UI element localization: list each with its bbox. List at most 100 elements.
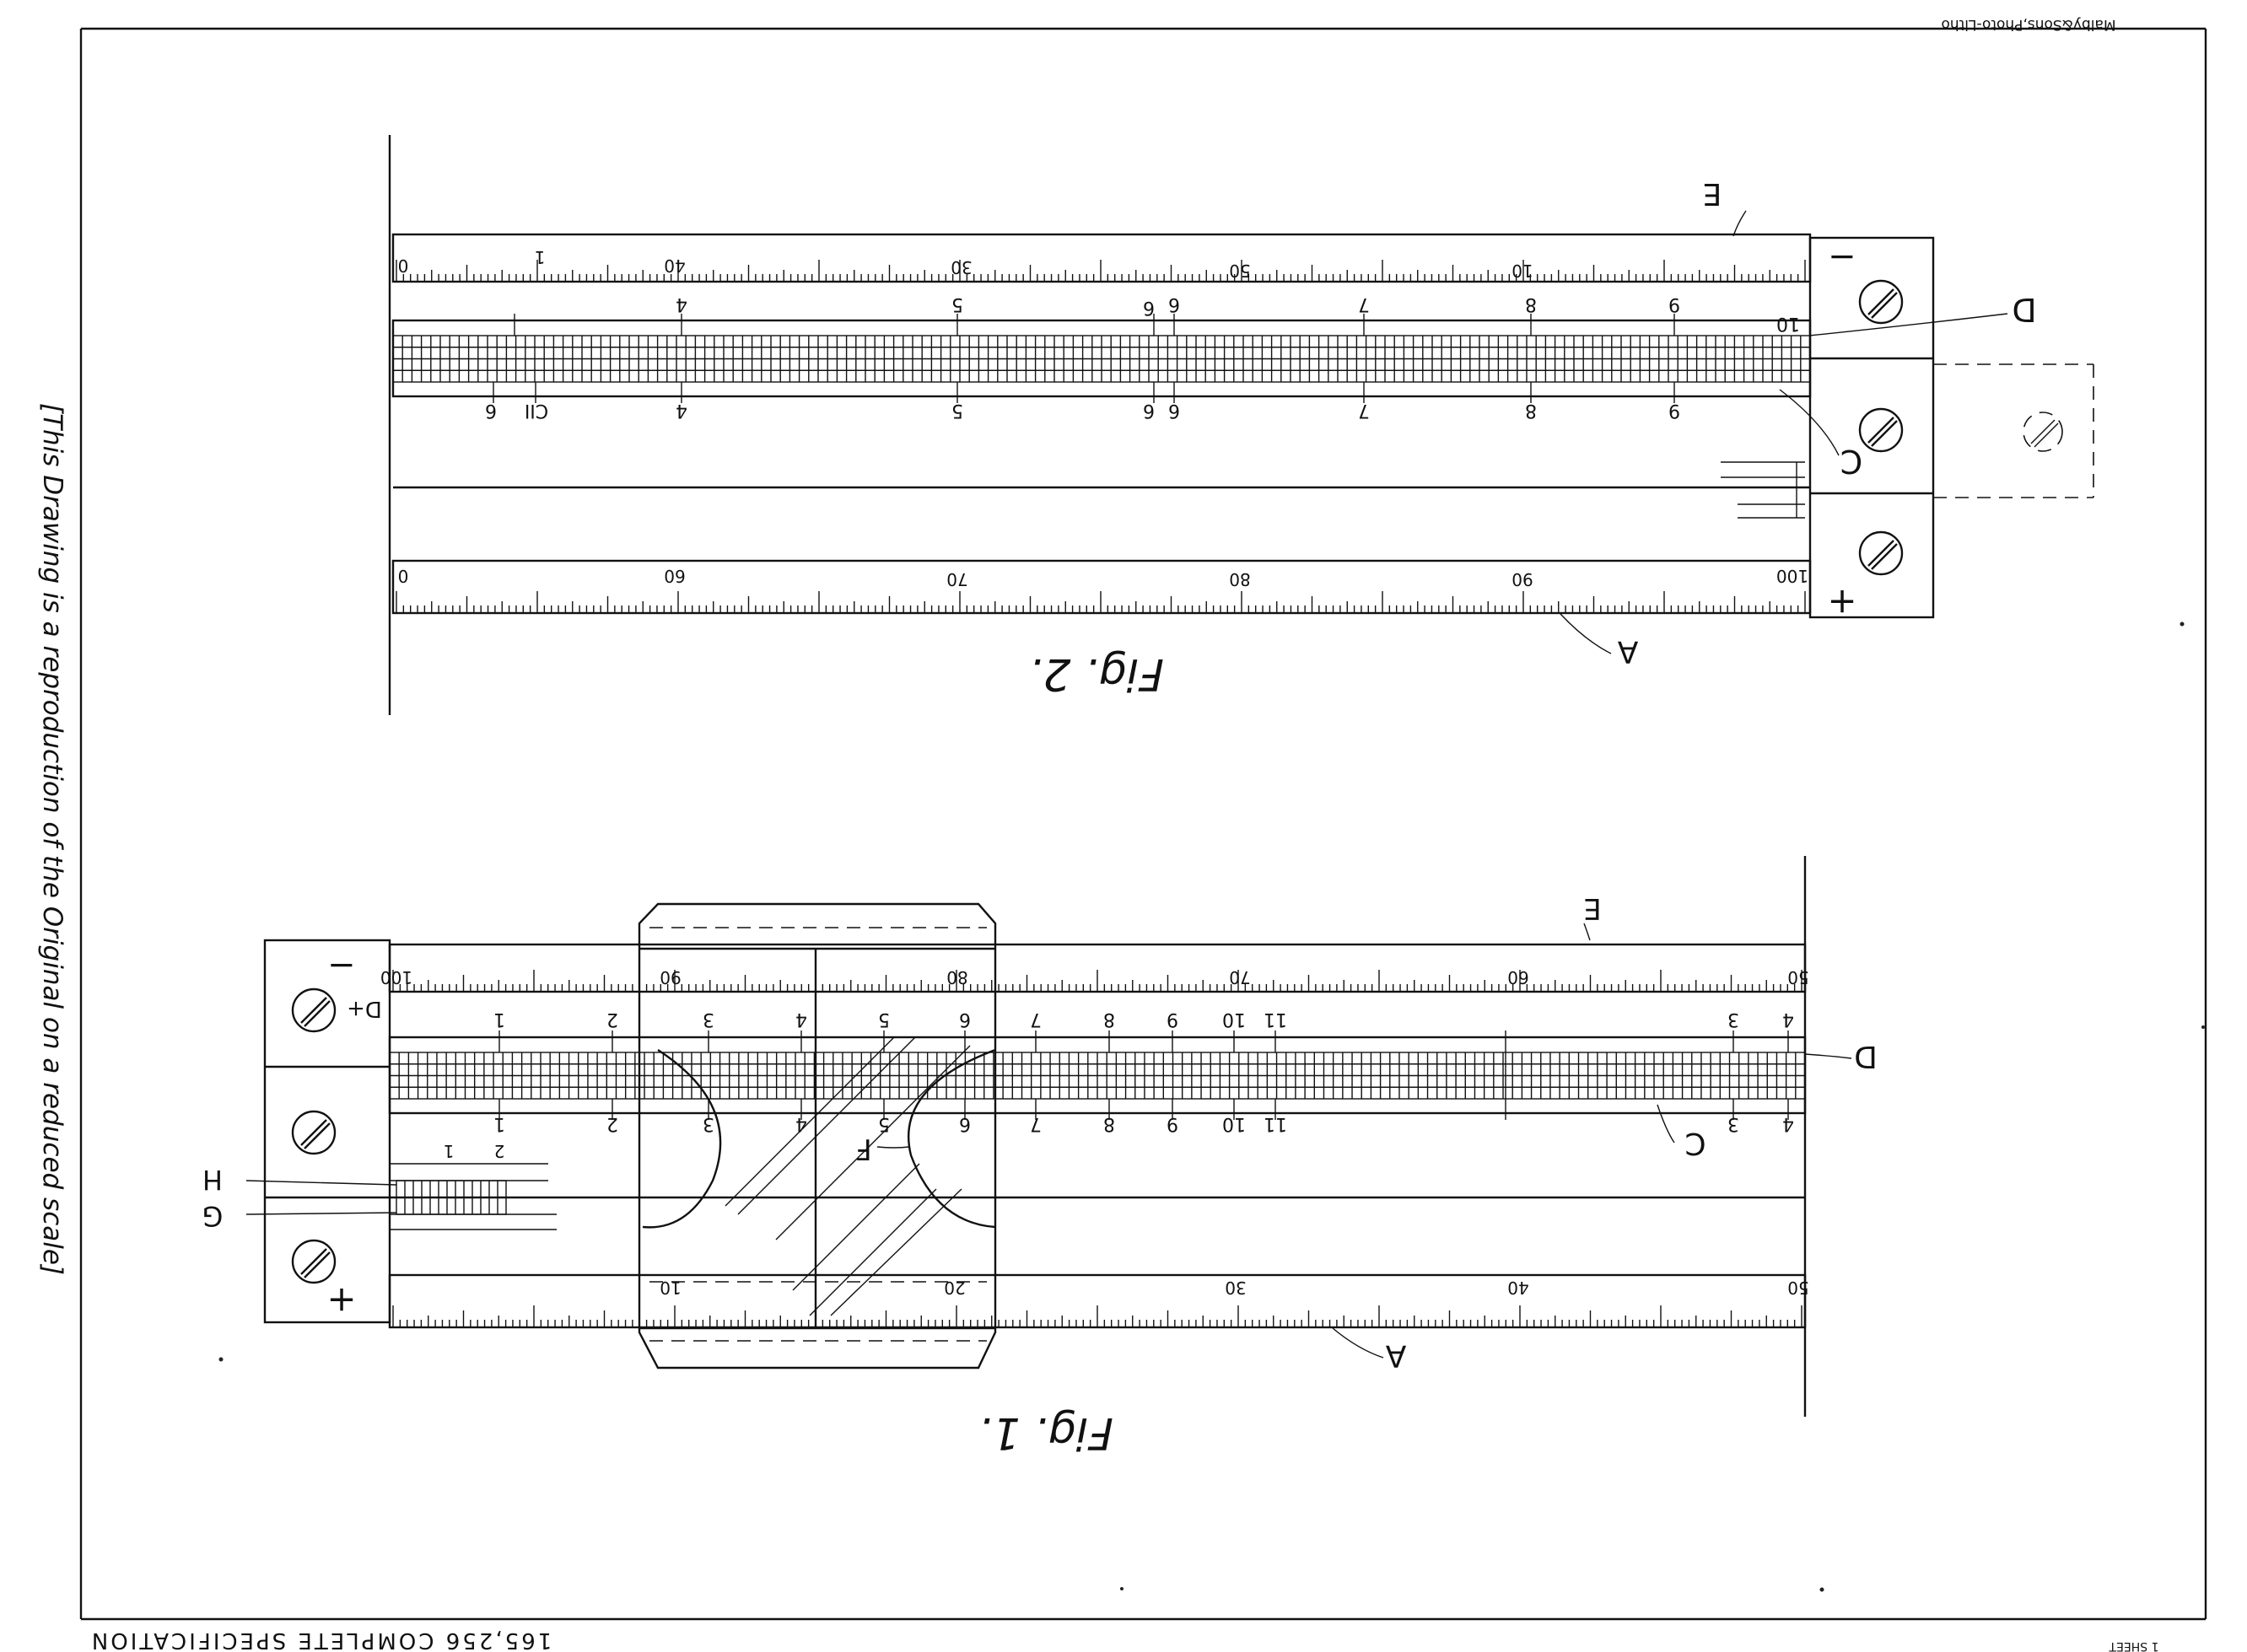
fig1-leader-C bbox=[1657, 1104, 1675, 1143]
fig1-leader-A bbox=[1332, 1327, 1384, 1359]
fig1-end-block bbox=[263, 939, 391, 1324]
figure-2: − + E D C A Fig. 2. 0 1 40 30 50 10 0 60… bbox=[388, 135, 2094, 715]
fig1-lower-mark-label: 3 bbox=[1727, 1113, 1739, 1134]
fig2-screw-middle-icon bbox=[1858, 407, 1904, 453]
fig1-minus-label: − bbox=[327, 946, 356, 985]
fig1-label-D: D bbox=[1854, 1039, 1878, 1074]
fig2-end-block bbox=[1808, 236, 1935, 619]
fig1-upper-mark-label: 3 bbox=[1727, 1009, 1739, 1030]
fig2-bottom-scale-strip bbox=[391, 559, 1812, 615]
fig2-top-scale-ticks bbox=[396, 260, 1806, 282]
fig1-leader-F bbox=[876, 1146, 910, 1149]
page-corner-label: 1 SHEET bbox=[2109, 1639, 2158, 1652]
fig1-d-grid-lines bbox=[390, 1052, 1805, 1099]
fig2-upper-mark-4: 4 bbox=[676, 293, 687, 315]
fig1-top-scale-ticks bbox=[392, 970, 1802, 992]
fig1-bottom-scale-30: 30 bbox=[1225, 1278, 1246, 1298]
fig1-top-scale-90: 90 bbox=[660, 967, 681, 987]
fig1-upper-mark-label: 10 bbox=[1222, 1009, 1246, 1030]
page-border bbox=[79, 27, 2207, 1621]
fig1-label-E: E bbox=[1583, 891, 1601, 925]
scan-speckles bbox=[218, 622, 2205, 1592]
fig2-top-scale-10: 10 bbox=[1511, 261, 1533, 281]
fig2-bottom-scale-ticks bbox=[396, 591, 1806, 613]
fig1-cursor-F bbox=[638, 902, 997, 1369]
fig2-bottom-scale-90: 90 bbox=[1511, 569, 1533, 589]
fig2-label-A: A bbox=[1617, 634, 1638, 669]
fig1-leader-H bbox=[245, 1180, 397, 1186]
fig2-upper-mark-6a: 6 bbox=[1143, 297, 1155, 318]
fig1-bottom-scale-ticks bbox=[392, 1305, 1802, 1327]
fig2-bottom-scale-70: 70 bbox=[946, 569, 967, 589]
fig1-label-H: H bbox=[202, 1164, 223, 1196]
fig1-lower-mark-label: 5 bbox=[878, 1113, 890, 1134]
fig2-title: Fig. 2. bbox=[1029, 648, 1164, 699]
fig2-bottom-scale-100: 100 bbox=[1776, 566, 1808, 586]
fig2-upper-mark-9: 9 bbox=[1668, 293, 1680, 315]
fig1-d-plus-label: D+ bbox=[347, 996, 382, 1021]
fig2-plus-label: + bbox=[1827, 582, 1856, 623]
fig1-top-scale-50: 50 bbox=[1787, 967, 1808, 987]
fig2-top-scale-30: 30 bbox=[951, 257, 972, 277]
fig1-label-C: C bbox=[1684, 1126, 1705, 1160]
fig1-lower-mark-label: 1 bbox=[493, 1113, 505, 1134]
fig2-screw-top-icon bbox=[1858, 279, 1904, 325]
fig1-screw-middle-icon bbox=[291, 1110, 337, 1155]
fig1-screw-top-icon bbox=[291, 987, 337, 1033]
fig1-lower-mark-label: 4 bbox=[795, 1113, 807, 1134]
fig1-bottom-scale-50: 50 bbox=[1787, 1278, 1808, 1298]
fig1-title: Fig. 1. bbox=[978, 1407, 1113, 1458]
fig2-lower-mark-6a: 6 bbox=[1143, 400, 1155, 421]
figure-1: 1 2 − + D+ E D C bbox=[202, 856, 1878, 1458]
fig1-leader-G bbox=[245, 1212, 397, 1215]
fig1-label-A: A bbox=[1385, 1338, 1406, 1373]
fig1-lower-mark-label: 10 bbox=[1222, 1113, 1246, 1134]
fig2-label-C: C bbox=[1840, 443, 1863, 480]
fig1-top-scale-100: 100 bbox=[380, 967, 412, 987]
fig1-bottom-scale-20: 20 bbox=[944, 1278, 965, 1298]
fig1-label-F: F bbox=[855, 1132, 872, 1165]
fig2-d-grid-lines bbox=[393, 336, 1810, 382]
fig1-upper-mark-label: 4 bbox=[1782, 1009, 1794, 1030]
fig1-lower-mark-label: 9 bbox=[1167, 1113, 1178, 1134]
fig2-index-lines bbox=[1721, 461, 1805, 519]
fig2-upper-mark-6b: 6 bbox=[1168, 293, 1180, 315]
fig1-top-scale-70: 70 bbox=[1229, 967, 1250, 987]
fig1-upper-mark-label: 1 bbox=[493, 1009, 505, 1030]
fig2-leader-A bbox=[1560, 613, 1612, 654]
fig1-bottom-scale-40: 40 bbox=[1507, 1278, 1528, 1298]
fig1-upper-mark-label: 8 bbox=[1103, 1009, 1115, 1030]
fig2-lower-marks: 6 CII 4 5 6 6 7 8 9 bbox=[485, 382, 1680, 421]
fig2-screw-bottom-icon bbox=[1858, 530, 1904, 576]
fig2-lower-mark-6: 6 bbox=[485, 400, 497, 421]
fig1-label-G: G bbox=[202, 1200, 224, 1232]
printer-mark: Malby&Sons,Photo-Litho bbox=[1941, 16, 2115, 33]
fig1-upper-mark-label: 7 bbox=[1030, 1009, 1042, 1030]
fig1-lower-mark-label: 6 bbox=[959, 1113, 971, 1134]
fig1-small-scale-1: 1 bbox=[444, 1141, 455, 1161]
fig1-small-scale-2: 2 bbox=[494, 1141, 505, 1161]
fig2-bottom-scale-0: 0 bbox=[398, 566, 409, 586]
fig2-upper-mark-5: 5 bbox=[951, 293, 963, 315]
fig2-upper-mark-7: 7 bbox=[1358, 293, 1370, 315]
fig1-upper-mark-label: 4 bbox=[795, 1009, 807, 1030]
fig2-lower-mark-9: 9 bbox=[1668, 400, 1680, 421]
fig2-bottom-scale-60: 60 bbox=[664, 566, 685, 586]
fig2-top-scale-0: 0 bbox=[398, 256, 409, 276]
fig2-bottom-scale-80: 80 bbox=[1229, 569, 1250, 589]
fig1-upper-mark-label: 3 bbox=[703, 1009, 714, 1030]
fig2-minus-label: − bbox=[1828, 238, 1856, 277]
fig1-top-scale-labels: 100 90 80 70 60 50 bbox=[380, 967, 1809, 987]
fig2-lower-mark-8: 8 bbox=[1525, 400, 1537, 421]
fig1-small-scale: 1 2 bbox=[390, 1141, 557, 1230]
fig2-top-scale-40: 40 bbox=[664, 256, 685, 276]
fig1-lower-mark-label: 8 bbox=[1103, 1113, 1115, 1134]
fig1-upper-mark-label: 9 bbox=[1167, 1009, 1178, 1030]
fig2-lower-mark-6b: 6 bbox=[1168, 400, 1180, 421]
fig1-lower-mark-label: 7 bbox=[1030, 1113, 1042, 1134]
fig2-lower-mark-7: 7 bbox=[1358, 400, 1370, 421]
fig2-leader-D bbox=[1808, 313, 2008, 336]
fig1-lower-mark-label: 4 bbox=[1782, 1113, 1794, 1134]
